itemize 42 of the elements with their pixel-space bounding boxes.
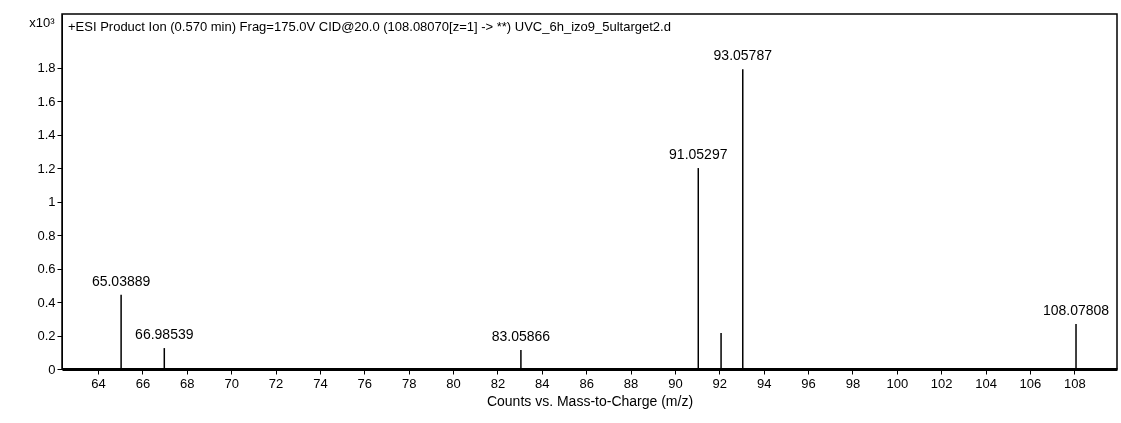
x-tick-label: 66 [135,375,151,391]
annotation: 66.98539 [135,326,194,343]
x-tick-label: 102 [930,375,953,391]
y-tick-label: 1.2 [37,160,56,176]
y-tick-label: 0.6 [37,261,56,277]
y-tick-label: 1 [48,194,56,210]
y-tick-label: 1.8 [37,60,56,76]
x-tick-label: 100 [886,375,909,391]
x-tick-label: 82 [490,375,506,391]
x-tick-label: 72 [268,375,284,391]
x-tick-label: 78 [401,375,417,391]
x-tick-label: 88 [623,375,639,391]
x-tick-label: 74 [313,375,328,391]
y-tick-label: 0.4 [37,294,56,310]
x-tick-label: 68 [180,375,195,391]
x-tick-label: 64 [91,375,106,391]
x-tick-label: 92 [712,375,728,391]
y-tick-label: 0.8 [37,227,56,243]
y-axis-title: x10³ [29,14,56,30]
x-axis-title: Counts vs. Mass-to-Charge (m/z) [486,392,694,409]
x-tick-label: 108 [1063,375,1086,391]
x-tick-label: 104 [975,375,997,391]
y-tick-label: 0.2 [37,328,56,344]
x-tick-label: 80 [446,375,461,391]
x-tick-label: 106 [1019,375,1042,391]
x-tick-label: 94 [756,375,772,391]
annotation: 93.05787 [713,47,773,64]
annotation: 108.07808 [1042,302,1110,319]
annotation: 91.05297 [669,146,728,163]
chart-title: +ESI Product Ion (0.570 min) Frag=175.0V CID@20.0 (108.08070[z=1] -> **) UVC_6h_izo9_5ultarget2.d [68,19,671,34]
y-tick-label: 1.4 [37,127,56,143]
x-tick-label: 96 [801,375,816,391]
x-tick-label: 90 [668,375,683,391]
y-tick-label: 1.6 [37,93,56,109]
annotation: 65.03889 [91,272,151,289]
x-tick-label: 70 [224,375,239,391]
x-tick-label: 98 [845,375,861,391]
annotation: 83.05866 [491,328,551,345]
y-tick-label: 0 [48,361,56,377]
x-tick-label: 76 [357,375,373,391]
x-tick-label: 84 [535,375,550,391]
x-tick-label: 86 [579,375,594,391]
